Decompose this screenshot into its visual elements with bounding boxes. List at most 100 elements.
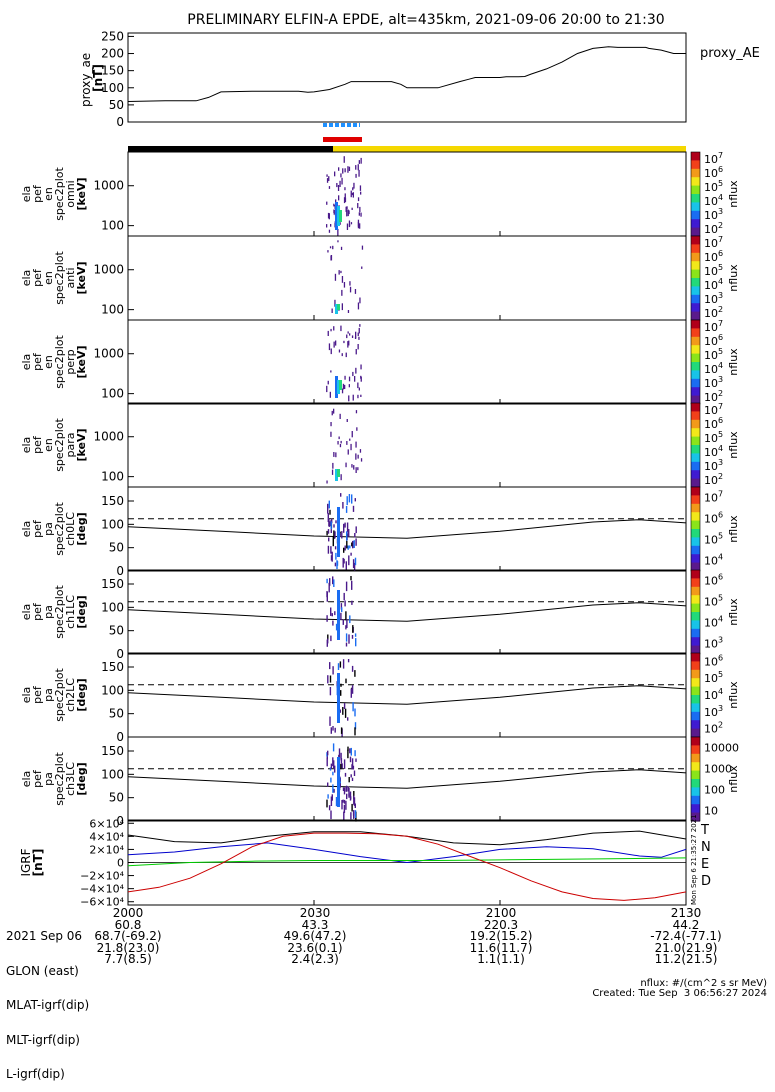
spectrogram-pixel	[359, 324, 361, 327]
igrf-ytick-label: −2×10⁴	[80, 870, 124, 883]
colorbar-tick-label: 105	[704, 430, 723, 445]
panel-ylabel-line: en	[42, 187, 55, 201]
colorbar-band	[691, 541, 700, 545]
colorbar-band	[691, 665, 700, 669]
colorbar-band	[691, 533, 700, 536]
panel-ylabel-line: pef	[31, 268, 44, 287]
colorbar-band	[691, 552, 700, 555]
spectrogram-pixel	[347, 341, 349, 348]
colorbar-band	[691, 301, 700, 304]
panel-ylabel-line: spec2plot	[53, 502, 66, 556]
colorbar-band	[691, 722, 700, 725]
colorbar-band	[691, 480, 700, 484]
colorbar-band	[691, 622, 700, 626]
pitch-pixel	[353, 791, 355, 800]
energy-ytick-label: 1000	[93, 430, 124, 444]
colorbar-pa-0: 104 105 106 107 nflux	[690, 486, 740, 572]
colorbar-band	[691, 472, 700, 475]
colorbar-band	[691, 191, 700, 195]
colorbar-band	[691, 263, 700, 266]
spectrogram-pixel	[357, 454, 359, 459]
panel-ylabel-line: ch2LC	[64, 678, 77, 712]
spectrogram-pixel	[355, 467, 357, 473]
spectrogram-pixel	[345, 206, 347, 212]
colorbar-band	[691, 701, 700, 704]
colorbar-band	[691, 455, 700, 459]
colorbar-band	[691, 804, 700, 807]
colorbar-band	[691, 795, 700, 799]
colorbar-band	[691, 221, 700, 224]
spectrogram-pixel	[354, 336, 357, 339]
panel-ylabel-line: en	[42, 271, 55, 285]
colorbar-band	[691, 322, 700, 325]
colorbar-tick-label: 105	[704, 179, 723, 194]
colorbar-band	[691, 430, 700, 433]
pitch-pixel	[348, 634, 350, 644]
colorbar-band	[691, 271, 700, 275]
colorbar-band	[691, 259, 700, 262]
spectrogram-pixel	[330, 422, 332, 427]
colorbar-band	[691, 505, 700, 509]
spectrogram-pixel	[359, 206, 361, 213]
panel-ylabel-line: [deg]	[75, 595, 88, 628]
spectrogram-pixel	[349, 286, 352, 293]
spectrogram-pixel	[351, 207, 353, 210]
colorbar-band	[691, 432, 700, 436]
colorbar-band	[691, 284, 700, 287]
pitch-pixel	[349, 756, 352, 763]
colorbar-band	[691, 755, 700, 759]
colorbar-band	[691, 657, 700, 660]
panel-ylabel-line: ela	[20, 270, 33, 287]
pitch-pixel	[347, 786, 349, 792]
spectrogram-pixel	[346, 206, 348, 210]
ae-ytick-label: 150	[101, 64, 124, 78]
colorbar-band	[691, 164, 700, 168]
colorbar-band	[691, 334, 700, 338]
pitch-pixel	[354, 708, 356, 717]
spectrogram-pixel	[340, 325, 342, 332]
pitch-pixel	[354, 810, 357, 818]
spectrogram-pixel	[334, 273, 337, 281]
pitch-pixel	[345, 633, 348, 642]
colorbar-band	[691, 671, 700, 675]
colorbar-band	[691, 436, 700, 440]
colorbar-tick-label: 105	[704, 532, 723, 547]
pitch-pixel	[350, 774, 352, 778]
colorbar-band	[691, 743, 700, 746]
pitch-pixel	[345, 611, 347, 621]
colorbar-band	[691, 385, 700, 388]
spectrogram-pixel	[354, 376, 356, 382]
panel-ylabel-line: pa	[42, 772, 55, 786]
spectrogram-pixel	[344, 193, 346, 199]
spectrogram-pixel	[330, 328, 332, 332]
colorbar-band	[691, 614, 700, 617]
colorbar-band	[691, 720, 700, 723]
colorbar-band	[691, 282, 700, 285]
spectrogram-pixel	[357, 344, 359, 350]
pitch-panel-frame	[127, 569, 687, 655]
pitch-pixel	[328, 500, 330, 509]
spectrogram-pixel	[360, 212, 362, 217]
colorbar-band	[691, 572, 700, 575]
colorbar-band	[691, 493, 700, 496]
panel-ylabel-line: pef	[31, 352, 44, 371]
spectrogram-pixel	[358, 336, 360, 340]
pitch-pixel	[353, 540, 355, 548]
panel-ylabel-line: en	[42, 438, 55, 452]
colorbar-band	[691, 434, 700, 438]
spectrogram-pixel	[328, 343, 331, 351]
colorbar-band	[691, 690, 700, 694]
colorbar-band	[691, 529, 700, 532]
colorbar-band	[691, 286, 700, 290]
colorbar-tick-label: 102	[704, 221, 723, 236]
colorbar-band	[691, 250, 700, 254]
spectrogram-pixel	[359, 185, 362, 191]
panel-ylabel-line: [deg]	[75, 678, 88, 711]
pitch-pixel	[351, 600, 353, 605]
pitch-pixel	[342, 707, 344, 715]
spectrogram-pixel	[352, 192, 354, 198]
colorbar-band	[691, 526, 700, 530]
colorbar-tick-label: 103	[704, 458, 723, 473]
pitch-pixel	[351, 777, 354, 781]
